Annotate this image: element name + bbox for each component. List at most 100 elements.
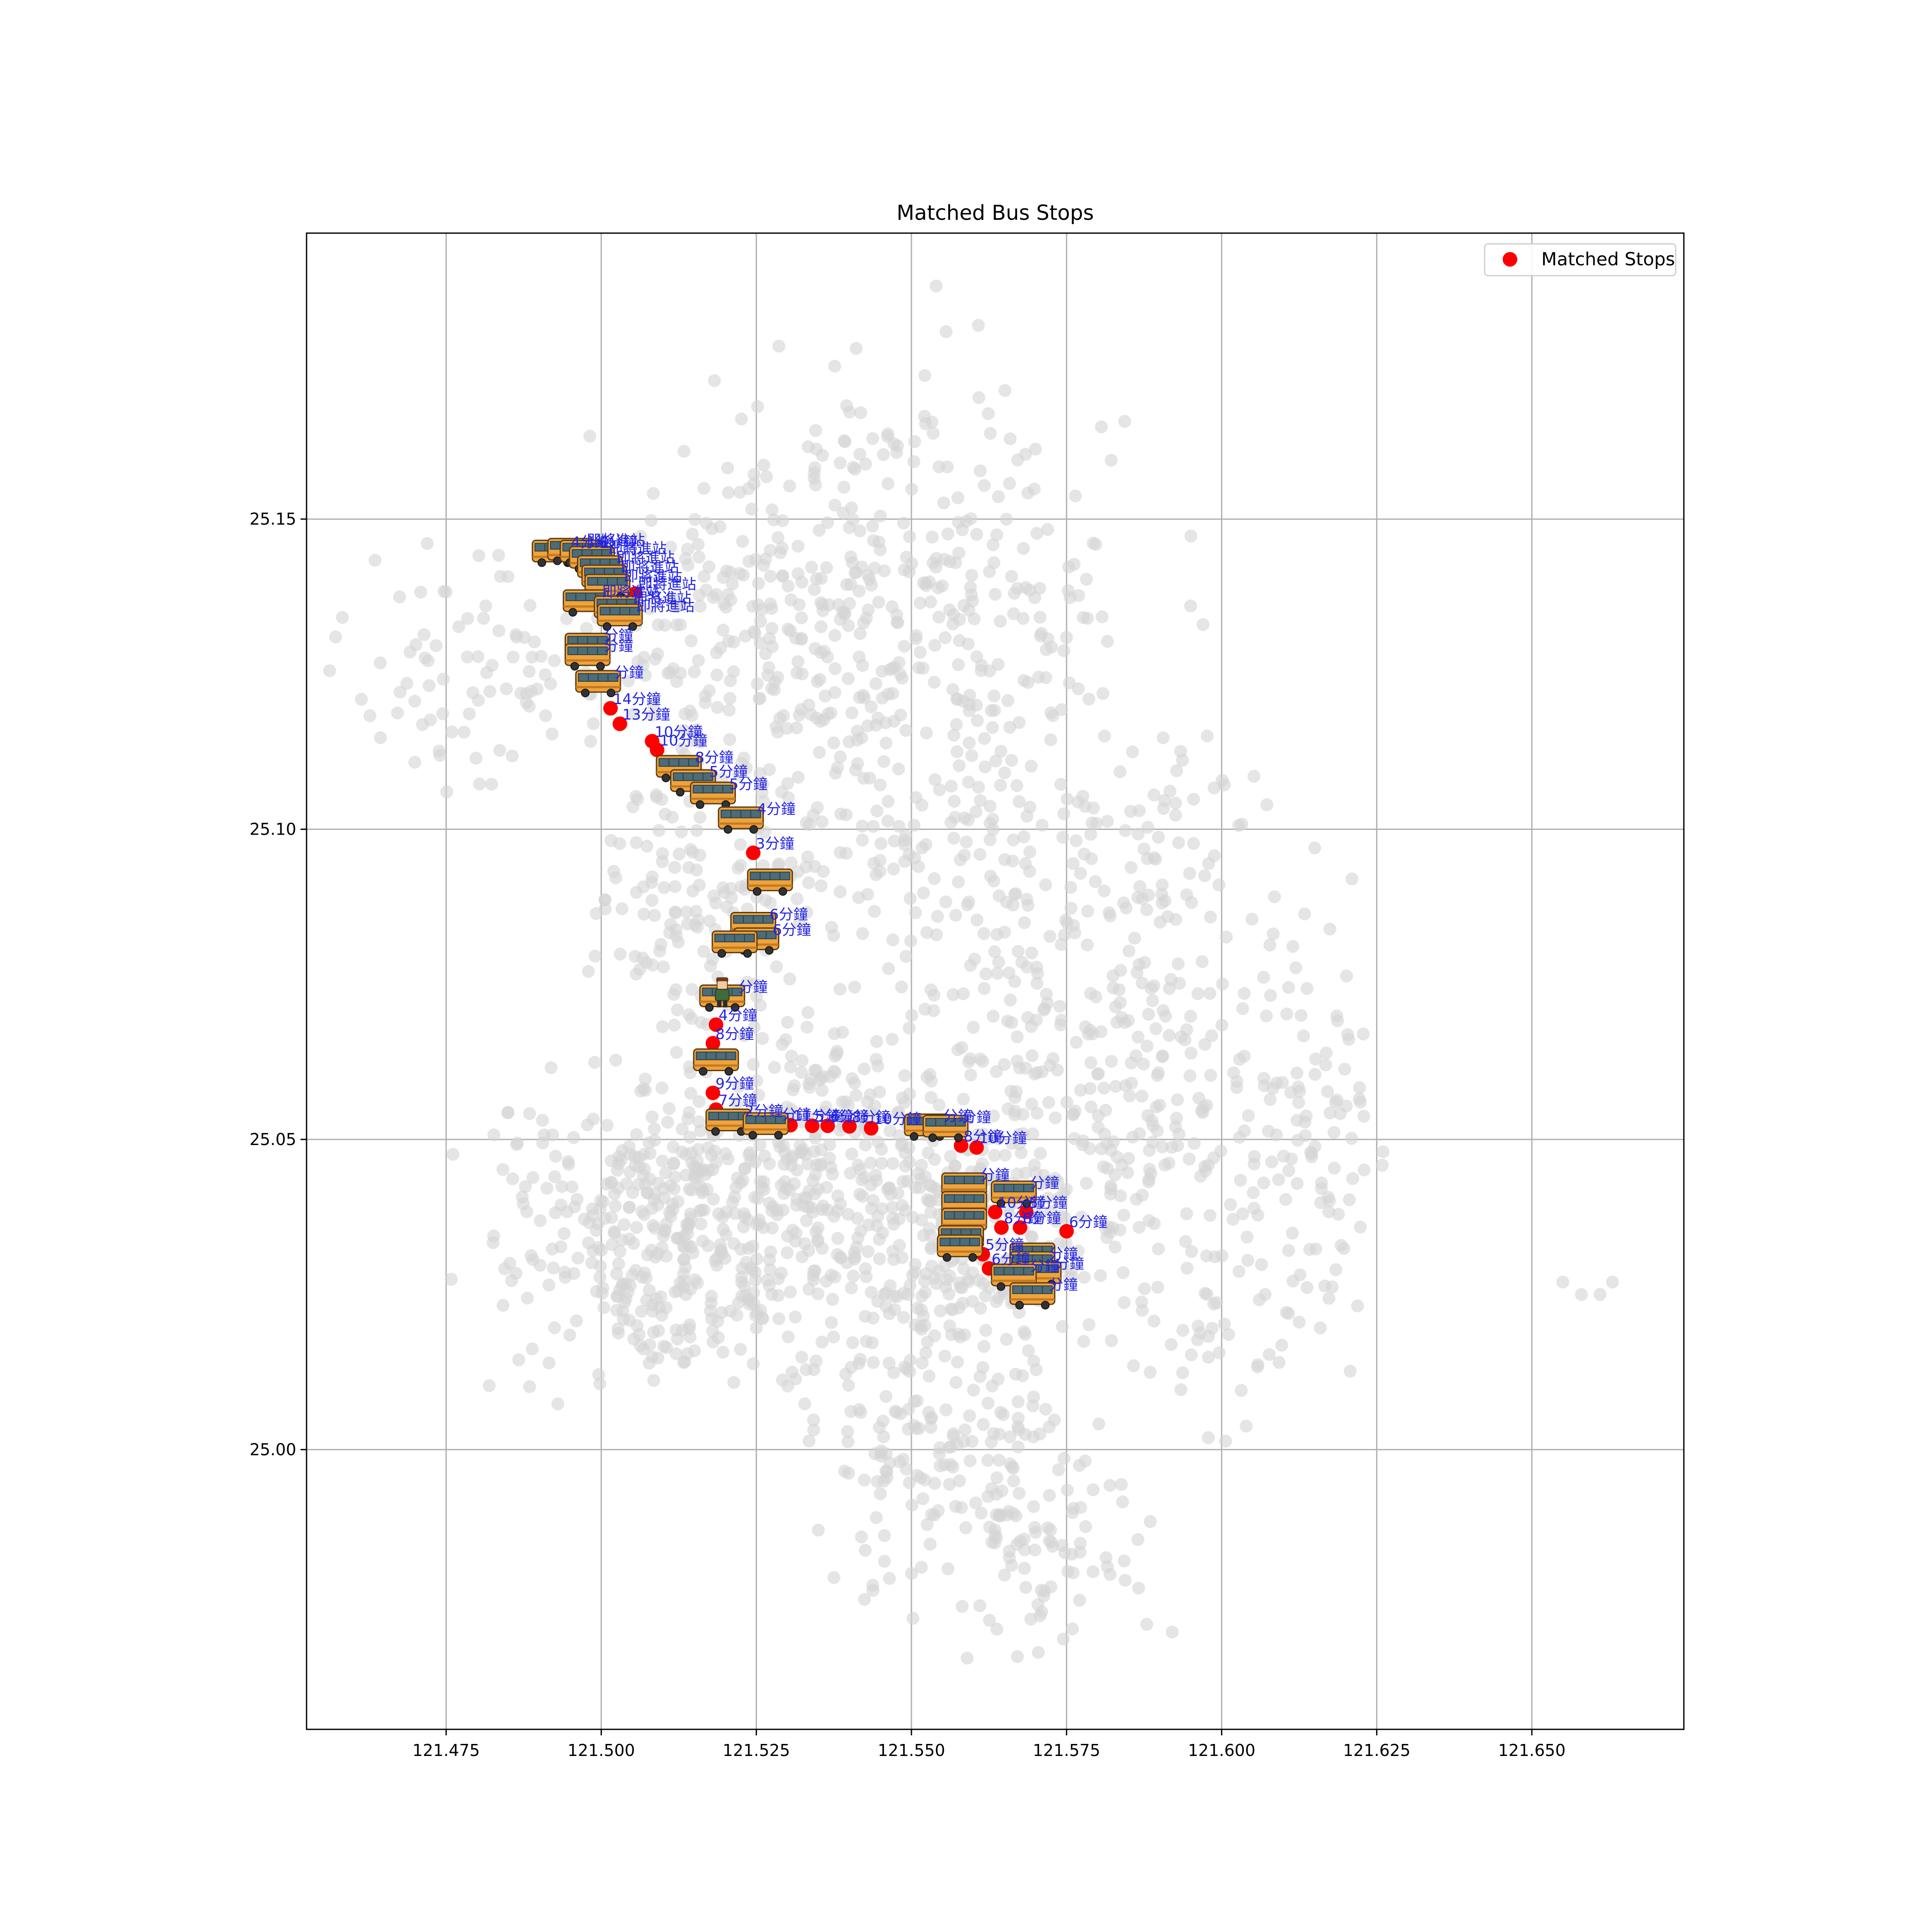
background-stop-point xyxy=(754,615,767,628)
background-stop-point xyxy=(990,1531,1003,1544)
background-stop-point xyxy=(893,1212,906,1226)
background-stop-point xyxy=(665,811,679,824)
background-stop-point xyxy=(1022,1344,1035,1358)
background-stop-point xyxy=(859,1309,872,1323)
background-stop-point xyxy=(678,1355,691,1369)
background-stop-point xyxy=(1060,1096,1073,1109)
background-stop-point xyxy=(924,1206,938,1219)
background-stop-point xyxy=(803,1081,816,1094)
background-stop-point xyxy=(884,1124,897,1138)
background-stop-point xyxy=(979,967,993,981)
background-stop-point xyxy=(1056,831,1069,844)
background-stop-point xyxy=(445,1273,458,1286)
background-stop-point xyxy=(1069,834,1083,848)
background-stop-point xyxy=(981,407,995,420)
background-stop-point xyxy=(753,692,767,705)
background-stop-point xyxy=(400,677,413,690)
background-stop-point xyxy=(1279,1193,1292,1206)
background-stop-point xyxy=(643,602,656,615)
background-stop-point xyxy=(1074,1537,1087,1550)
background-stop-point xyxy=(638,1267,651,1280)
background-stop-point xyxy=(837,480,851,494)
background-stop-point xyxy=(1024,1613,1038,1626)
background-stop-point xyxy=(956,523,969,536)
background-stop-point xyxy=(1084,1100,1098,1114)
background-stop-point xyxy=(1327,1126,1341,1139)
background-stop-point xyxy=(1322,1292,1336,1305)
background-stop-point xyxy=(851,1231,865,1245)
background-stop-point xyxy=(1322,1205,1336,1218)
background-stop-point xyxy=(1158,894,1172,907)
background-stop-point xyxy=(1122,945,1136,958)
background-stop-point xyxy=(1215,774,1229,787)
background-stop-point xyxy=(953,1474,966,1488)
background-stop-point xyxy=(983,1613,996,1627)
background-stop-point xyxy=(928,872,941,885)
background-stop-point xyxy=(756,1312,769,1325)
background-stop-point xyxy=(429,639,443,652)
background-stop-point xyxy=(908,819,921,832)
background-stop-point xyxy=(1060,793,1074,806)
background-stop-point xyxy=(635,1205,649,1218)
bus-icon xyxy=(690,781,736,809)
background-stop-point xyxy=(807,1423,820,1437)
background-stop-point xyxy=(739,1289,752,1302)
background-stop-point xyxy=(733,486,747,499)
background-stop-point xyxy=(1268,890,1281,903)
background-stop-point xyxy=(1264,989,1277,1002)
background-stop-point xyxy=(1184,599,1197,613)
background-stop-point xyxy=(851,1212,864,1225)
background-stop-point xyxy=(1004,1084,1018,1098)
background-stop-point xyxy=(865,1286,878,1299)
background-stop-point xyxy=(883,1456,896,1470)
background-stop-point xyxy=(1041,632,1054,645)
background-stop-point xyxy=(473,777,486,790)
background-stop-point xyxy=(1086,1027,1100,1041)
background-stop-point xyxy=(956,1600,969,1613)
background-stop-point xyxy=(1137,1057,1150,1071)
background-stop-point xyxy=(882,962,895,975)
background-stop-point xyxy=(692,538,705,551)
background-stop-point xyxy=(781,777,794,790)
background-stop-point xyxy=(1076,1134,1090,1148)
background-stop-point xyxy=(781,1015,794,1029)
background-stop-point xyxy=(828,629,841,642)
background-stop-point xyxy=(1212,1346,1226,1359)
background-stop-point xyxy=(1085,816,1099,829)
background-stop-point xyxy=(655,1309,668,1322)
background-stop-point xyxy=(964,959,977,972)
background-stop-point xyxy=(949,1500,962,1513)
background-stop-point xyxy=(784,856,798,869)
eta-label: 10分鐘 xyxy=(979,1130,1027,1147)
background-stop-point xyxy=(1029,443,1042,456)
background-stop-point xyxy=(666,1203,680,1216)
background-stop-point xyxy=(905,1498,919,1512)
background-stop-point xyxy=(1286,1227,1299,1240)
background-stop-point xyxy=(1218,1317,1231,1331)
background-stop-point xyxy=(963,689,976,702)
background-stop-point xyxy=(963,698,976,711)
background-stop-point xyxy=(978,479,991,492)
background-stop-point xyxy=(677,1274,690,1288)
background-stop-point xyxy=(933,783,946,796)
background-stop-point xyxy=(1002,1200,1016,1214)
background-stop-point xyxy=(768,1061,781,1074)
background-stop-point xyxy=(1033,611,1047,624)
eta-label: 9分鐘 xyxy=(716,1075,754,1093)
background-stop-point xyxy=(1146,994,1159,1007)
background-stop-point xyxy=(1124,861,1138,874)
eta-label: 8分鐘 xyxy=(716,1026,754,1043)
eta-label: 3分鐘 xyxy=(756,835,794,852)
background-stop-point xyxy=(522,665,536,678)
background-stop-point xyxy=(1258,1288,1272,1301)
background-stop-point xyxy=(825,1269,838,1282)
background-stop-point xyxy=(993,1238,1007,1252)
background-stop-point xyxy=(483,1379,496,1392)
background-stop-point xyxy=(1030,527,1044,540)
x-tick-label: 121.525 xyxy=(723,1741,790,1760)
background-stop-point xyxy=(878,564,891,577)
background-stop-point xyxy=(916,1356,929,1370)
background-stop-point xyxy=(855,1530,868,1543)
background-stop-point xyxy=(1202,857,1215,870)
background-stop-point xyxy=(814,646,827,659)
